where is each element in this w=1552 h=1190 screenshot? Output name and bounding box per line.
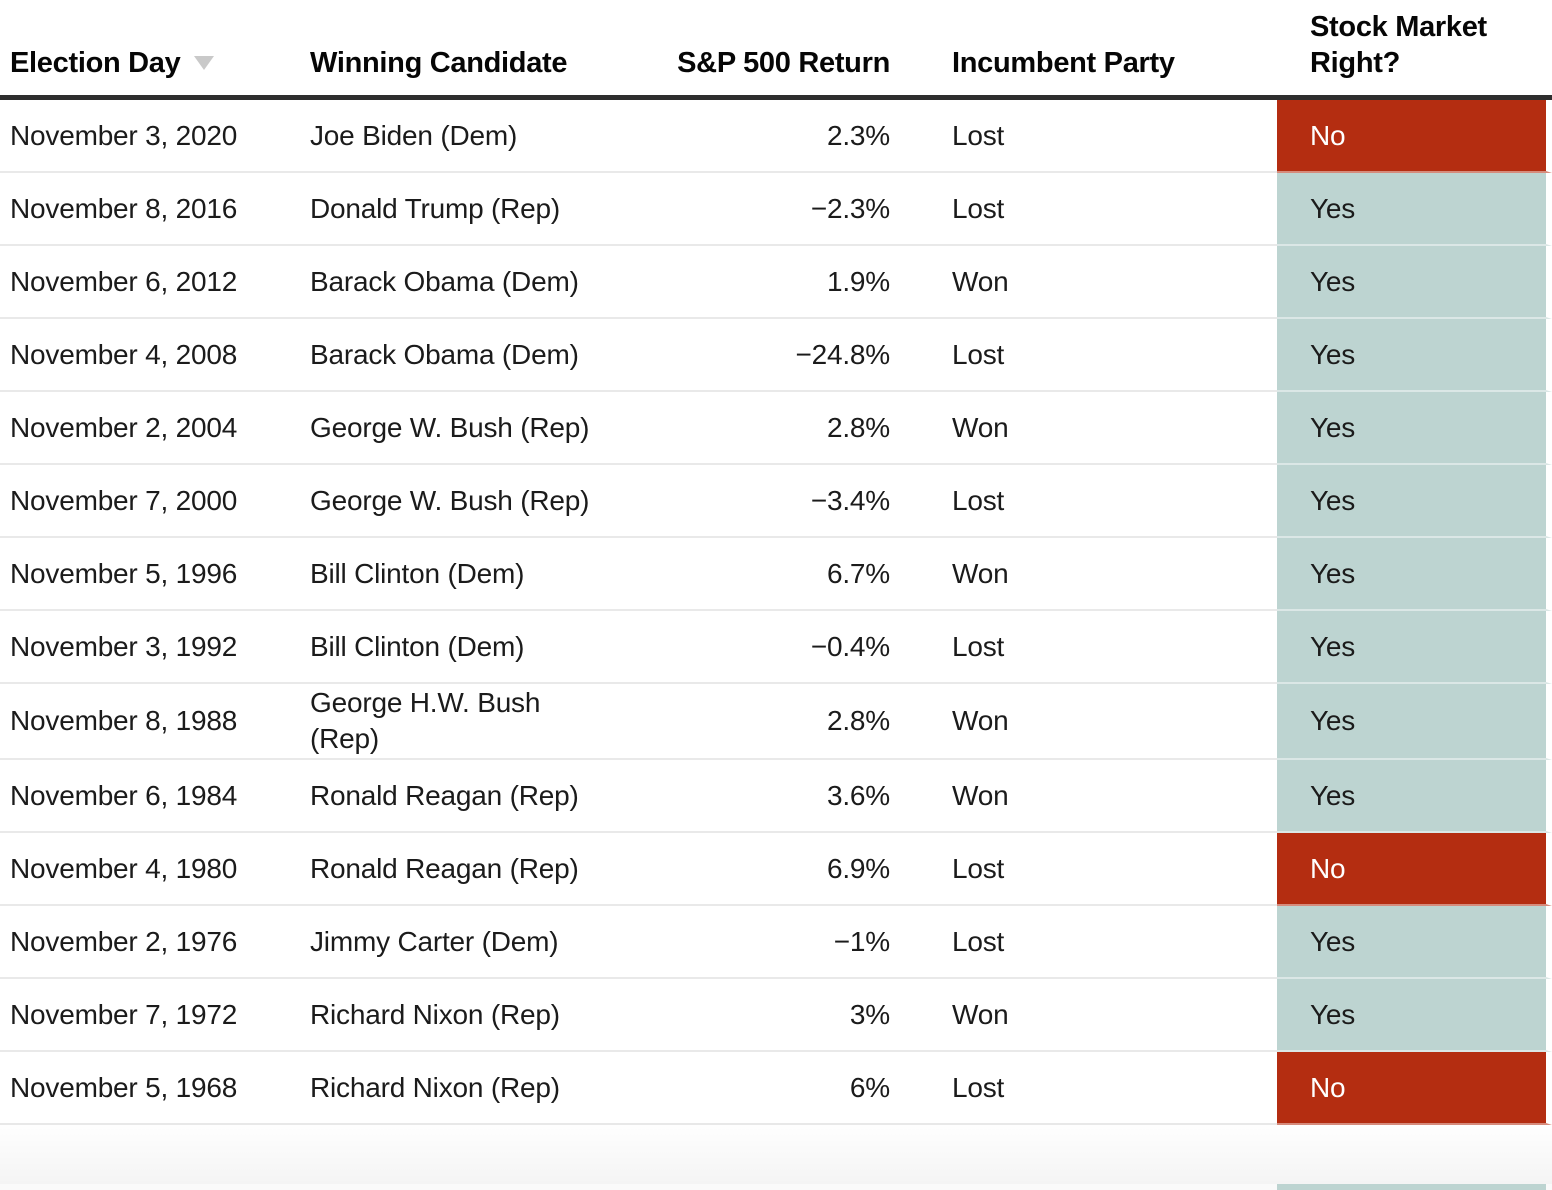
cell-election-day: November 8, 2016 <box>0 173 300 246</box>
cell-stock-market-right: Yes <box>1277 979 1552 1052</box>
cell-incumbent-party: Won <box>890 979 1277 1052</box>
cell-incumbent-party: Won <box>890 246 1277 319</box>
next-row-partial-right-cell <box>1277 1184 1546 1190</box>
table-row: November 2, 2004 George W. Bush (Rep) 2.8%… <box>0 392 1552 465</box>
cell-sp500-return: 2.3% <box>640 100 890 173</box>
cell-winning-candidate: Richard Nixon (Rep) <box>300 1052 640 1125</box>
cell-winning-candidate: Barack Obama (Dem) <box>300 246 640 319</box>
header-row: Election Day Winning Candidate S&P 500 R… <box>0 0 1552 100</box>
table-row: November 4, 2008 Barack Obama (Dem) −24.8%… <box>0 319 1552 392</box>
table-row: November 7, 1972 Richard Nixon (Rep) 3% Won… <box>0 979 1552 1052</box>
cell-winning-candidate: Ronald Reagan (Rep) <box>300 833 640 906</box>
cell-incumbent-party: Lost <box>890 833 1277 906</box>
cell-stock-market-right: Yes <box>1277 760 1552 833</box>
cell-winning-candidate: Jimmy Carter (Dem) <box>300 906 640 979</box>
table-row: November 3, 2020 Joe Biden (Dem) 2.3% Lost N… <box>0 100 1552 173</box>
cell-election-day: November 7, 2000 <box>0 465 300 538</box>
column-header-label: Election Day <box>10 47 181 79</box>
table-row: November 6, 2012 Barack Obama (Dem) 1.9% Wo… <box>0 246 1552 319</box>
cell-incumbent-party: Lost <box>890 1052 1277 1125</box>
cell-stock-market-right: Yes <box>1277 319 1552 392</box>
cell-stock-market-right: No <box>1277 100 1552 173</box>
cell-sp500-return: 1.9% <box>640 246 890 319</box>
table-row: November 3, 1992 Bill Clinton (Dem) −0.4% L… <box>0 611 1552 684</box>
cell-incumbent-party: Lost <box>890 906 1277 979</box>
cell-winning-candidate: Bill Clinton (Dem) <box>300 538 640 611</box>
table-header: Election Day Winning Candidate S&P 500 R… <box>0 0 1552 100</box>
column-header-election-day[interactable]: Election Day <box>0 0 300 100</box>
cell-election-day: November 8, 1988 <box>0 684 300 760</box>
cell-sp500-return: 6.7% <box>640 538 890 611</box>
cell-winning-candidate: Bill Clinton (Dem) <box>300 611 640 684</box>
cell-sp500-return: −0.4% <box>640 611 890 684</box>
cell-stock-market-right: No <box>1277 833 1552 906</box>
cell-incumbent-party: Won <box>890 392 1277 465</box>
cell-sp500-return: 3.6% <box>640 760 890 833</box>
table-row: November 2, 1976 Jimmy Carter (Dem) −1% Los… <box>0 906 1552 979</box>
cell-stock-market-right: Yes <box>1277 611 1552 684</box>
cell-sp500-return: 6% <box>640 1052 890 1125</box>
cell-incumbent-party: Lost <box>890 465 1277 538</box>
table-row: November 8, 1988 George H.W. Bush (Rep) 2.… <box>0 684 1552 760</box>
cell-winning-candidate: George W. Bush (Rep) <box>300 465 640 538</box>
next-row-partial <box>0 1184 1552 1190</box>
table-row: November 6, 1984 Ronald Reagan (Rep) 3.6% W… <box>0 760 1552 833</box>
cell-stock-market-right: Yes <box>1277 246 1552 319</box>
cell-election-day: November 3, 1992 <box>0 611 300 684</box>
cell-sp500-return: −2.3% <box>640 173 890 246</box>
cell-sp500-return: 6.9% <box>640 833 890 906</box>
cell-stock-market-right: Yes <box>1277 538 1552 611</box>
cell-incumbent-party: Lost <box>890 319 1277 392</box>
cell-winning-candidate: George W. Bush (Rep) <box>300 392 640 465</box>
column-header-sp500-return[interactable]: S&P 500 Return <box>640 0 890 100</box>
cell-winning-candidate: Joe Biden (Dem) <box>300 100 640 173</box>
table-row: November 8, 2016 Donald Trump (Rep) −2.3% L… <box>0 173 1552 246</box>
column-header-winning-candidate[interactable]: Winning Candidate <box>300 0 640 100</box>
cell-sp500-return: 2.8% <box>640 684 890 760</box>
cell-election-day: November 6, 2012 <box>0 246 300 319</box>
cell-winning-candidate: Ronald Reagan (Rep) <box>300 760 640 833</box>
cell-sp500-return: −3.4% <box>640 465 890 538</box>
cell-stock-market-right: Yes <box>1277 684 1552 760</box>
cell-stock-market-right: Yes <box>1277 906 1552 979</box>
cell-election-day: November 2, 2004 <box>0 392 300 465</box>
cell-election-day: November 3, 2020 <box>0 100 300 173</box>
bottom-scroll-shadow <box>0 1120 1552 1184</box>
cell-stock-market-right: Yes <box>1277 465 1552 538</box>
cell-incumbent-party: Lost <box>890 173 1277 246</box>
table-row: November 5, 1968 Richard Nixon (Rep) 6% Los… <box>0 1052 1552 1125</box>
cell-winning-candidate: Barack Obama (Dem) <box>300 319 640 392</box>
cell-winning-candidate: Richard Nixon (Rep) <box>300 979 640 1052</box>
cell-winning-candidate: George H.W. Bush (Rep) <box>300 684 640 760</box>
cell-election-day: November 6, 1984 <box>0 760 300 833</box>
cell-sp500-return: 3% <box>640 979 890 1052</box>
cell-incumbent-party: Won <box>890 760 1277 833</box>
column-header-incumbent-party[interactable]: Incumbent Party <box>890 0 1277 100</box>
cell-incumbent-party: Lost <box>890 611 1277 684</box>
cell-sp500-return: −24.8% <box>640 319 890 392</box>
table-row: November 5, 1996 Bill Clinton (Dem) 6.7% Wo… <box>0 538 1552 611</box>
sort-descending-icon <box>194 56 215 70</box>
cell-election-day: November 4, 2008 <box>0 319 300 392</box>
election-stock-market-table: Election Day Winning Candidate S&P 500 R… <box>0 0 1552 1125</box>
cell-election-day: November 7, 1972 <box>0 979 300 1052</box>
table-row: November 4, 1980 Ronald Reagan (Rep) 6.9% L… <box>0 833 1552 906</box>
cell-stock-market-right: No <box>1277 1052 1552 1125</box>
cell-winning-candidate: Donald Trump (Rep) <box>300 173 640 246</box>
cell-election-day: November 2, 1976 <box>0 906 300 979</box>
cell-sp500-return: −1% <box>640 906 890 979</box>
cell-election-day: November 5, 1968 <box>0 1052 300 1125</box>
cell-election-day: November 5, 1996 <box>0 538 300 611</box>
cell-incumbent-party: Won <box>890 538 1277 611</box>
table-row: November 7, 2000 George W. Bush (Rep) −3.4… <box>0 465 1552 538</box>
cell-election-day: November 4, 1980 <box>0 833 300 906</box>
cell-stock-market-right: Yes <box>1277 392 1552 465</box>
cell-incumbent-party: Lost <box>890 100 1277 173</box>
cell-sp500-return: 2.8% <box>640 392 890 465</box>
table-body: November 3, 2020 Joe Biden (Dem) 2.3% Lost N… <box>0 100 1552 1125</box>
column-header-stock-market-right[interactable]: Stock Market Right? <box>1277 0 1552 100</box>
cell-incumbent-party: Won <box>890 684 1277 760</box>
cell-stock-market-right: Yes <box>1277 173 1552 246</box>
